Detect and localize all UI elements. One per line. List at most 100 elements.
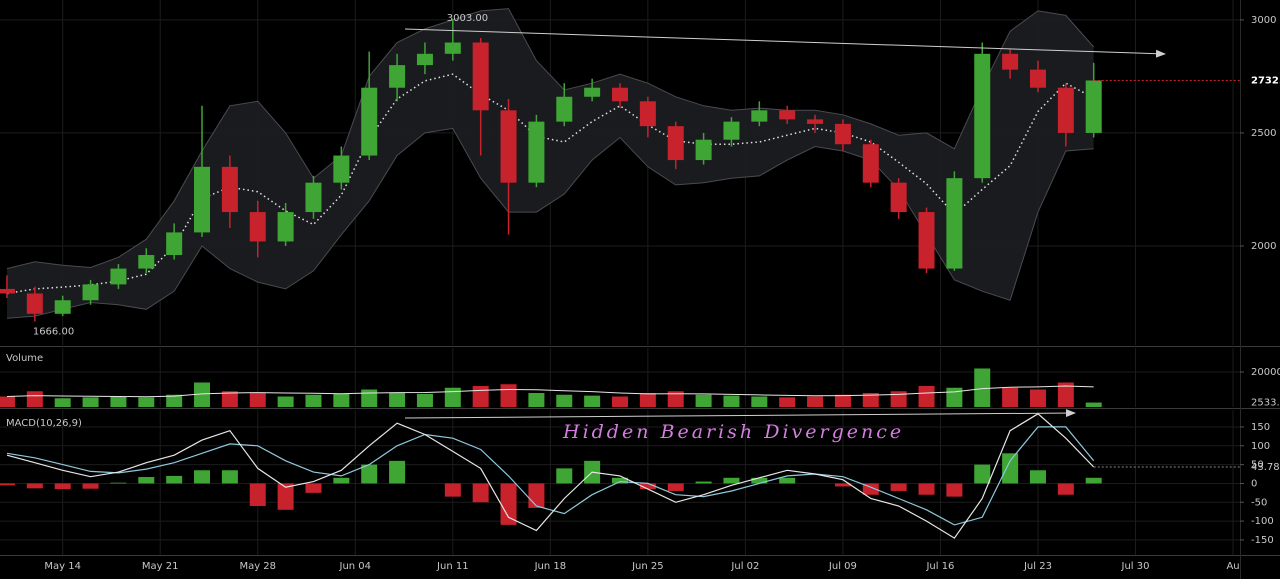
candle-body (82, 284, 99, 301)
y-tick-label: -50 (1251, 497, 1267, 508)
volume-bar (0, 396, 15, 407)
panel-title: Volume (6, 353, 43, 364)
histogram-bar (249, 483, 266, 507)
volume-bar (277, 396, 294, 407)
histogram-bar (974, 464, 991, 484)
y-tick-label: -150 (1251, 535, 1274, 546)
histogram-bar (444, 483, 461, 497)
candle-body (277, 212, 294, 242)
x-tick-label: Jun 11 (436, 561, 469, 572)
marks-layer (0, 8, 1240, 539)
volume-bar (54, 398, 71, 407)
candle-body (918, 212, 935, 269)
volume-bar (834, 394, 851, 407)
x-tick-label: Au (1226, 561, 1239, 572)
candle-body (1057, 87, 1074, 133)
histogram-bar (695, 481, 712, 484)
volume-bar (779, 397, 796, 407)
volume-bar (751, 396, 768, 407)
x-tick-label: Jul 30 (1121, 561, 1150, 572)
low-label: 1666.00 (33, 326, 74, 337)
histogram-bar (221, 470, 238, 484)
volume-bar (890, 391, 907, 407)
histogram-bar (667, 483, 684, 491)
volume-average (6, 385, 1094, 398)
histogram-bar (1057, 483, 1074, 495)
candle-body (333, 155, 350, 183)
volume-bar (807, 396, 824, 407)
histogram-bar (723, 477, 740, 484)
candle-body (667, 126, 684, 161)
candle-body (723, 121, 740, 140)
histogram-bar (1002, 453, 1019, 484)
volume-bar (1002, 387, 1019, 407)
candle-body (361, 87, 378, 156)
volume-bar (695, 394, 712, 407)
candle-body (221, 166, 238, 213)
volume-bar (194, 382, 211, 407)
histogram-bar (528, 483, 545, 508)
y-tick-label: 150 (1251, 422, 1270, 433)
volume-bar (528, 392, 545, 407)
volume-bar (946, 387, 963, 407)
candle-body (862, 144, 879, 183)
y-tick-label: 2000 (1251, 241, 1276, 252)
histogram-bar (138, 477, 155, 484)
histogram-bar (500, 483, 517, 525)
signal-line (6, 426, 1095, 526)
volume-bar (110, 396, 127, 407)
candle-body (54, 300, 71, 314)
volume-bar (639, 392, 656, 407)
histogram-bar (194, 470, 211, 484)
histogram-bar (946, 483, 963, 497)
y-tick-label: 2500 (1251, 128, 1276, 139)
candle-body (389, 65, 406, 88)
last-price-label: 2732.0 (1251, 75, 1280, 86)
volume-bar (723, 395, 740, 407)
candle-body (472, 42, 489, 111)
histogram-bar (110, 482, 127, 484)
volume-bar (444, 387, 461, 407)
histogram-bar (834, 483, 851, 487)
histogram-bar (333, 477, 350, 484)
histogram-bar (361, 464, 378, 484)
candle-body (807, 119, 824, 124)
histogram-bar (639, 483, 656, 490)
histogram-bar (389, 460, 406, 484)
volume-bar (333, 393, 350, 407)
histogram-bar (0, 483, 15, 486)
trend-line (404, 409, 1076, 419)
volume-bar (584, 395, 601, 407)
histogram-bar (890, 483, 907, 491)
trend-line (404, 28, 1166, 58)
histogram-bar (751, 477, 768, 484)
candle-body (556, 96, 573, 122)
x-tick-label: Jun 18 (534, 561, 567, 572)
candle-body (166, 232, 183, 256)
candle-body (639, 101, 656, 127)
candle-body (138, 255, 155, 269)
histogram-bar (612, 477, 628, 484)
volume-bar (221, 391, 238, 407)
histogram-bar (277, 483, 294, 510)
band-middle (6, 73, 1095, 295)
candle-body (612, 87, 628, 102)
x-tick-label: May 28 (239, 561, 276, 572)
candle-body (528, 121, 545, 183)
y-tick-label: 20000 (1251, 367, 1280, 378)
candle-body (1029, 69, 1046, 88)
volume-bar (389, 392, 406, 407)
candle-body (834, 123, 851, 145)
volume-bar (1085, 402, 1102, 407)
volume-bar (974, 368, 991, 407)
volume-bar (918, 385, 935, 407)
volume-bar (667, 391, 684, 407)
candle-body (1002, 53, 1019, 70)
candle-body (26, 293, 43, 314)
x-tick-label: May 21 (142, 561, 179, 572)
volume-bar (361, 389, 378, 407)
volume-bar (166, 394, 183, 407)
candle-body (249, 212, 266, 242)
histogram-bar (472, 483, 489, 503)
